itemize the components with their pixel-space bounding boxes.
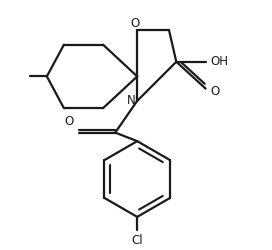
Text: O: O — [64, 115, 74, 128]
Text: OH: OH — [211, 55, 228, 68]
Text: O: O — [130, 18, 140, 30]
Text: Cl: Cl — [131, 234, 143, 247]
Text: N: N — [127, 94, 135, 107]
Text: O: O — [211, 84, 220, 98]
